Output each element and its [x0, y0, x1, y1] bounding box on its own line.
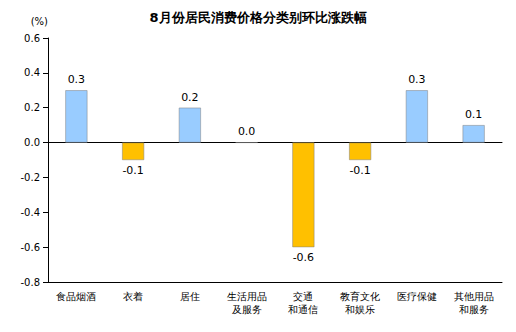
svg-text:-0.1: -0.1	[349, 164, 370, 177]
svg-text:-0.8: -0.8	[20, 277, 40, 288]
svg-text:居住: 居住	[180, 291, 200, 302]
svg-text:医疗保健: 医疗保健	[397, 291, 437, 302]
svg-text:-0.6: -0.6	[20, 242, 40, 253]
svg-text:和服务: 和服务	[459, 304, 489, 315]
svg-text:-0.1: -0.1	[122, 164, 143, 177]
svg-text:0.3: 0.3	[408, 73, 426, 86]
svg-text:及服务: 及服务	[232, 304, 262, 315]
svg-text:0.2: 0.2	[24, 102, 40, 113]
svg-text:和通信: 和通信	[288, 304, 318, 315]
svg-text:8月份居民消费价格分类别环比涨跌幅: 8月份居民消费价格分类别环比涨跌幅	[149, 10, 366, 25]
svg-text:-0.4: -0.4	[20, 207, 40, 218]
svg-text:0.4: 0.4	[24, 67, 40, 78]
svg-text:交通: 交通	[293, 291, 313, 302]
svg-text:其他用品: 其他用品	[454, 291, 494, 302]
svg-text:衣着: 衣着	[123, 291, 143, 302]
svg-text:-0.6: -0.6	[293, 251, 314, 264]
svg-text:-0.2: -0.2	[20, 172, 40, 183]
svg-text:生活用品: 生活用品	[227, 291, 267, 302]
svg-text:食品烟酒: 食品烟酒	[56, 291, 96, 302]
svg-text:和娱乐: 和娱乐	[345, 304, 375, 315]
svg-text:0.0: 0.0	[238, 125, 256, 138]
svg-text:教育文化: 教育文化	[340, 291, 380, 302]
svg-text:0.1: 0.1	[465, 108, 483, 121]
svg-text:(%): (%)	[31, 16, 48, 27]
svg-text:0.2: 0.2	[181, 91, 199, 104]
svg-text:0.0: 0.0	[24, 137, 40, 148]
svg-text:0.6: 0.6	[24, 33, 40, 44]
svg-text:0.3: 0.3	[68, 73, 86, 86]
